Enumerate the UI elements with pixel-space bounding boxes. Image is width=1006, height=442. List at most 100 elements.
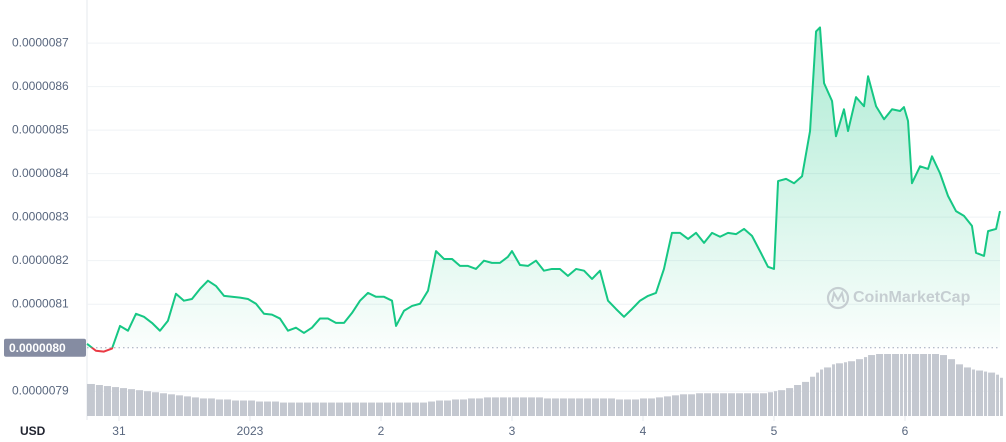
volume-bar <box>151 392 159 416</box>
volume-bar <box>559 398 567 416</box>
volume-bar <box>207 398 215 416</box>
volume-bar <box>696 393 704 416</box>
y-tick-label: 0.0000083 <box>12 209 69 223</box>
volume-bar <box>848 361 856 416</box>
volume-bar <box>103 386 112 416</box>
volume-bar <box>584 398 592 416</box>
volume-bar <box>120 388 128 416</box>
volume-bar <box>955 364 963 416</box>
volume-bar <box>911 354 920 416</box>
x-tick-label: 5 <box>771 424 778 438</box>
volume-bar <box>443 400 451 416</box>
volume-bar <box>810 376 816 416</box>
volume-bar <box>835 363 843 416</box>
volume-bar <box>567 398 576 416</box>
volume-bar <box>608 398 616 416</box>
volume-bar <box>1000 377 1003 416</box>
y-tick-label: 0.0000087 <box>12 35 69 49</box>
volume-bar <box>543 398 551 416</box>
volume-bar <box>256 401 263 416</box>
y-tick-label: 0.0000084 <box>12 166 69 180</box>
volume-bar <box>279 402 287 416</box>
x-tick-label: 2 <box>378 424 385 438</box>
volume-bar <box>263 401 271 416</box>
x-tick-label: 3 <box>509 424 516 438</box>
volume-bar <box>303 402 311 416</box>
volume-bar <box>984 371 988 416</box>
volume-bar <box>368 402 376 416</box>
y-tick-label: 0.0000085 <box>12 122 69 136</box>
volume-bar <box>183 396 191 416</box>
volume-bar <box>736 393 744 416</box>
volume-bar <box>240 400 248 416</box>
volume-bar <box>335 402 344 416</box>
volume-bar <box>671 395 679 416</box>
volume-bar <box>647 398 655 416</box>
volume-bar <box>639 398 647 416</box>
baseline-label-box <box>4 338 86 357</box>
volume-bar <box>920 354 928 416</box>
volume-bar <box>199 398 207 416</box>
volume-bar <box>175 395 183 416</box>
x-tick-label: 31 <box>112 424 126 438</box>
volume-bar <box>704 393 712 416</box>
volume-bar <box>996 374 999 416</box>
volume-bar <box>816 372 819 416</box>
volume-bar <box>507 397 511 416</box>
y-tick-label: 0.0000082 <box>12 253 69 267</box>
volume-bar <box>884 354 892 416</box>
volume-bar <box>459 399 467 416</box>
volume-bar <box>511 397 519 416</box>
x-tick-label: 6 <box>902 424 909 438</box>
volume-bar <box>232 400 240 416</box>
volume-bar <box>215 399 224 416</box>
volume-bar <box>712 393 720 416</box>
volume-bar <box>988 372 996 416</box>
volume-bar <box>752 393 759 416</box>
volume-layer <box>87 354 1003 416</box>
volume-bar <box>112 387 120 416</box>
volume-bar <box>519 397 527 416</box>
volume-bar <box>832 364 835 416</box>
volume-bar <box>344 402 352 416</box>
volume-bar <box>319 402 327 416</box>
volume-bar <box>688 394 696 416</box>
volume-bar <box>856 359 864 416</box>
line-layer <box>86 26 1001 353</box>
volume-bar <box>679 394 688 416</box>
volume-bar <box>876 354 884 416</box>
volume-bar <box>864 357 868 416</box>
area-layer <box>87 27 1000 352</box>
volume-bar <box>87 383 95 416</box>
volume-bar <box>631 399 639 416</box>
volume-bar <box>663 396 671 416</box>
volume-bar <box>908 354 911 416</box>
volume-bar <box>376 402 383 416</box>
volume-bar <box>802 381 810 416</box>
volume-bar <box>128 389 135 416</box>
volume-bar <box>947 359 955 416</box>
volume-bar <box>624 399 631 416</box>
watermark-logo-mark <box>831 290 845 303</box>
volume-bar <box>527 397 535 416</box>
price-area <box>87 27 1000 352</box>
volume-bar <box>191 397 199 416</box>
volume-bar <box>412 402 420 416</box>
volume-bar <box>295 402 303 416</box>
volume-bar <box>352 402 360 416</box>
x-tick-label: 2023 <box>237 424 264 438</box>
volume-bar <box>135 390 143 416</box>
volume-bar <box>976 370 984 416</box>
volume-bar <box>535 397 543 416</box>
volume-bar <box>720 393 728 416</box>
volume-bar <box>224 399 232 416</box>
volume-bar <box>778 390 786 416</box>
volume-bar <box>767 392 774 416</box>
watermark-logo <box>826 286 850 310</box>
volume-bar <box>843 362 848 416</box>
volume-bar <box>327 402 335 416</box>
volume-bar <box>774 391 778 416</box>
volume-bar <box>287 402 295 416</box>
